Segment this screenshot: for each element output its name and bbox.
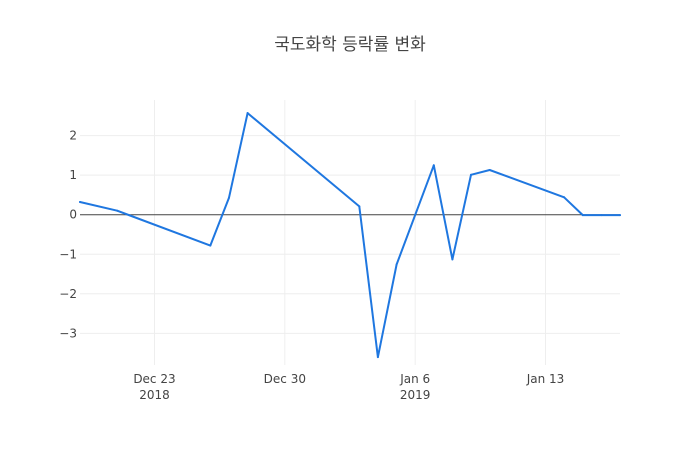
y-tick-label: 1 <box>69 168 77 182</box>
data-point <box>563 196 566 199</box>
data-point <box>376 356 379 359</box>
x-tick-label: Jan 13 <box>526 372 565 386</box>
y-axis-ticks: 2 1 0 −1 −2 −3 <box>59 129 77 341</box>
data-point <box>581 214 584 217</box>
chart-title: 국도화학 등락률 변화 <box>274 35 426 55</box>
x-tick-label: Dec 23 <box>133 372 175 386</box>
data-point <box>227 196 230 199</box>
y-tick-label: −1 <box>59 247 77 261</box>
data-point <box>358 205 361 208</box>
data-point <box>79 201 81 204</box>
data-point <box>395 263 398 266</box>
data-point <box>246 112 249 115</box>
y-tick-label: 0 <box>69 208 77 222</box>
x-tick-label: Dec 30 <box>264 372 306 386</box>
data-point <box>619 214 621 217</box>
x-tick-year-label: 2019 <box>400 388 431 402</box>
x-axis-ticks: Dec 23 2018 Dec 30 Jan 6 2019 Jan 13 <box>133 372 564 402</box>
data-point <box>600 214 603 217</box>
series-line <box>79 112 621 359</box>
data-point <box>209 244 212 247</box>
y-tick-label: −3 <box>59 326 77 340</box>
x-tick-label: Jan 6 <box>399 372 430 386</box>
x-tick-year-label: 2018 <box>139 388 170 402</box>
data-point <box>488 169 491 172</box>
series-layer <box>79 112 621 359</box>
data-point <box>116 209 119 212</box>
data-point <box>451 258 454 261</box>
y-tick-label: −2 <box>59 287 77 301</box>
data-point <box>432 164 435 167</box>
data-point <box>470 173 473 176</box>
grid-layer <box>80 100 620 365</box>
y-tick-label: 2 <box>69 129 77 143</box>
